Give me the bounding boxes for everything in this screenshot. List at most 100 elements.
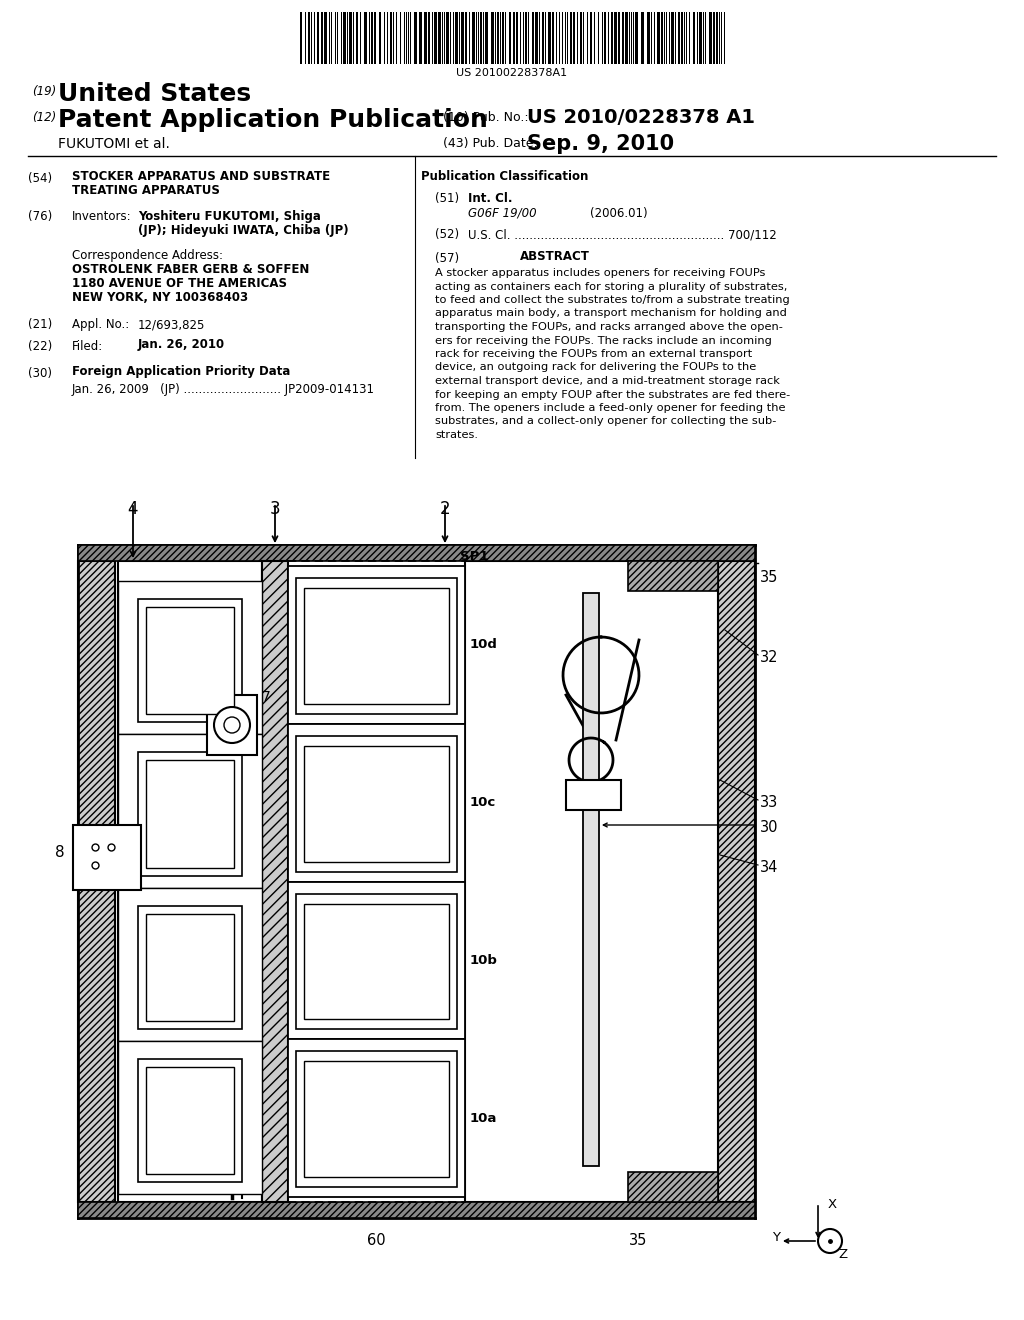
Bar xyxy=(513,12,515,63)
Text: Appl. No.:: Appl. No.: xyxy=(72,318,129,331)
Bar xyxy=(300,12,302,63)
Text: (43) Pub. Date:: (43) Pub. Date: xyxy=(443,137,538,150)
Text: (57): (57) xyxy=(435,252,459,265)
Bar xyxy=(262,561,288,1203)
Text: strates.: strates. xyxy=(435,430,478,440)
Text: Sep. 9, 2010: Sep. 9, 2010 xyxy=(527,135,674,154)
Bar xyxy=(662,12,663,63)
Bar xyxy=(604,12,606,63)
Bar xyxy=(356,12,358,63)
Bar xyxy=(552,12,554,63)
Bar xyxy=(118,581,262,734)
Bar xyxy=(78,561,115,1203)
Circle shape xyxy=(818,1229,842,1253)
Bar xyxy=(288,566,465,723)
Bar xyxy=(573,12,575,63)
Text: SP1: SP1 xyxy=(460,550,488,564)
Bar xyxy=(296,894,457,1030)
Bar xyxy=(118,734,262,887)
Text: ers for receiving the FOUPs. The racks include an incoming: ers for receiving the FOUPs. The racks i… xyxy=(435,335,772,346)
Text: (30): (30) xyxy=(28,367,52,380)
Bar xyxy=(296,735,457,871)
Bar xyxy=(138,752,242,875)
Bar xyxy=(446,12,449,63)
Bar xyxy=(542,12,544,63)
Text: Z: Z xyxy=(838,1247,847,1261)
Bar xyxy=(78,545,755,561)
Bar xyxy=(502,12,504,63)
Text: Patent Application Publication: Patent Application Publication xyxy=(58,108,487,132)
Text: 35: 35 xyxy=(629,1233,647,1247)
Text: 34: 34 xyxy=(760,861,778,875)
Text: 10d: 10d xyxy=(470,639,498,651)
Text: US 20100228378A1: US 20100228378A1 xyxy=(457,69,567,78)
Bar xyxy=(618,12,620,63)
Text: device, an outgoing rack for delivering the FOUPs to the: device, an outgoing rack for delivering … xyxy=(435,363,757,372)
Text: (JP); Hideyuki IWATA, Chiba (JP): (JP); Hideyuki IWATA, Chiba (JP) xyxy=(138,224,348,238)
Bar xyxy=(146,607,234,714)
Bar xyxy=(374,12,376,63)
Bar xyxy=(497,12,499,63)
Bar xyxy=(657,12,660,63)
Bar xyxy=(288,723,465,882)
Text: OSTROLENK FABER GERB & SOFFEN: OSTROLENK FABER GERB & SOFFEN xyxy=(72,263,309,276)
Bar xyxy=(472,12,475,63)
Bar xyxy=(308,12,310,63)
Text: external transport device, and a mid-treatment storage rack: external transport device, and a mid-tre… xyxy=(435,376,780,385)
Text: F: F xyxy=(298,576,307,589)
Bar xyxy=(671,12,674,63)
Bar xyxy=(461,12,464,63)
Text: A stocker apparatus includes openers for receiving FOUPs: A stocker apparatus includes openers for… xyxy=(435,268,765,279)
Bar xyxy=(390,12,392,63)
Bar xyxy=(580,12,582,63)
Text: Publication Classification: Publication Classification xyxy=(421,170,589,183)
Bar xyxy=(379,12,381,63)
Text: Foreign Application Priority Data: Foreign Application Priority Data xyxy=(72,366,291,378)
Bar xyxy=(304,746,449,862)
Text: 35: 35 xyxy=(760,570,778,585)
Bar xyxy=(625,12,628,63)
Text: (51): (51) xyxy=(435,191,459,205)
Text: US 2010/0228378 A1: US 2010/0228378 A1 xyxy=(527,108,755,127)
Text: Yoshiteru FUKUTOMI, Shiga: Yoshiteru FUKUTOMI, Shiga xyxy=(138,210,321,223)
Text: TREATING APPARATUS: TREATING APPARATUS xyxy=(72,183,220,197)
Text: (19): (19) xyxy=(32,84,56,98)
Text: 30: 30 xyxy=(760,820,778,836)
Bar xyxy=(296,1051,457,1187)
Bar xyxy=(138,599,242,722)
Text: (12): (12) xyxy=(32,111,56,124)
Text: NEW YORK, NY 100368403: NEW YORK, NY 100368403 xyxy=(72,290,248,304)
Text: 2: 2 xyxy=(439,500,451,517)
Bar xyxy=(73,825,141,890)
Bar xyxy=(622,12,624,63)
Text: G06F 19/00: G06F 19/00 xyxy=(468,207,537,220)
Text: Inventors:: Inventors: xyxy=(72,210,132,223)
Text: FUKUTOMI et al.: FUKUTOMI et al. xyxy=(58,137,170,150)
Text: STOCKER APPARATUS AND SUBSTRATE: STOCKER APPARATUS AND SUBSTRATE xyxy=(72,170,330,183)
Text: 7: 7 xyxy=(262,690,270,704)
Bar xyxy=(465,12,467,63)
Text: Int. Cl.: Int. Cl. xyxy=(468,191,512,205)
Bar xyxy=(611,12,613,63)
Text: 4: 4 xyxy=(128,500,138,517)
Bar xyxy=(304,1061,449,1177)
Bar xyxy=(438,12,441,63)
Text: (2006.01): (2006.01) xyxy=(590,207,647,220)
Bar xyxy=(465,561,718,1203)
Bar xyxy=(699,12,702,63)
Bar xyxy=(516,12,518,63)
Bar xyxy=(434,12,437,63)
Bar xyxy=(628,1172,718,1203)
Bar xyxy=(693,12,695,63)
Text: ABSTRACT: ABSTRACT xyxy=(520,249,590,263)
Text: 10b: 10b xyxy=(470,954,498,966)
Bar xyxy=(635,12,638,63)
Text: 33: 33 xyxy=(760,795,778,810)
Circle shape xyxy=(214,708,250,743)
Text: Correspondence Address:: Correspondence Address: xyxy=(72,249,223,261)
Text: Jan. 26, 2009   (JP) .......................... JP2009-014131: Jan. 26, 2009 (JP) .....................… xyxy=(72,383,375,396)
Circle shape xyxy=(224,717,240,733)
Text: Jan. 26, 2010: Jan. 26, 2010 xyxy=(138,338,225,351)
Bar xyxy=(324,12,327,63)
Text: acting as containers each for storing a plurality of substrates,: acting as containers each for storing a … xyxy=(435,281,787,292)
